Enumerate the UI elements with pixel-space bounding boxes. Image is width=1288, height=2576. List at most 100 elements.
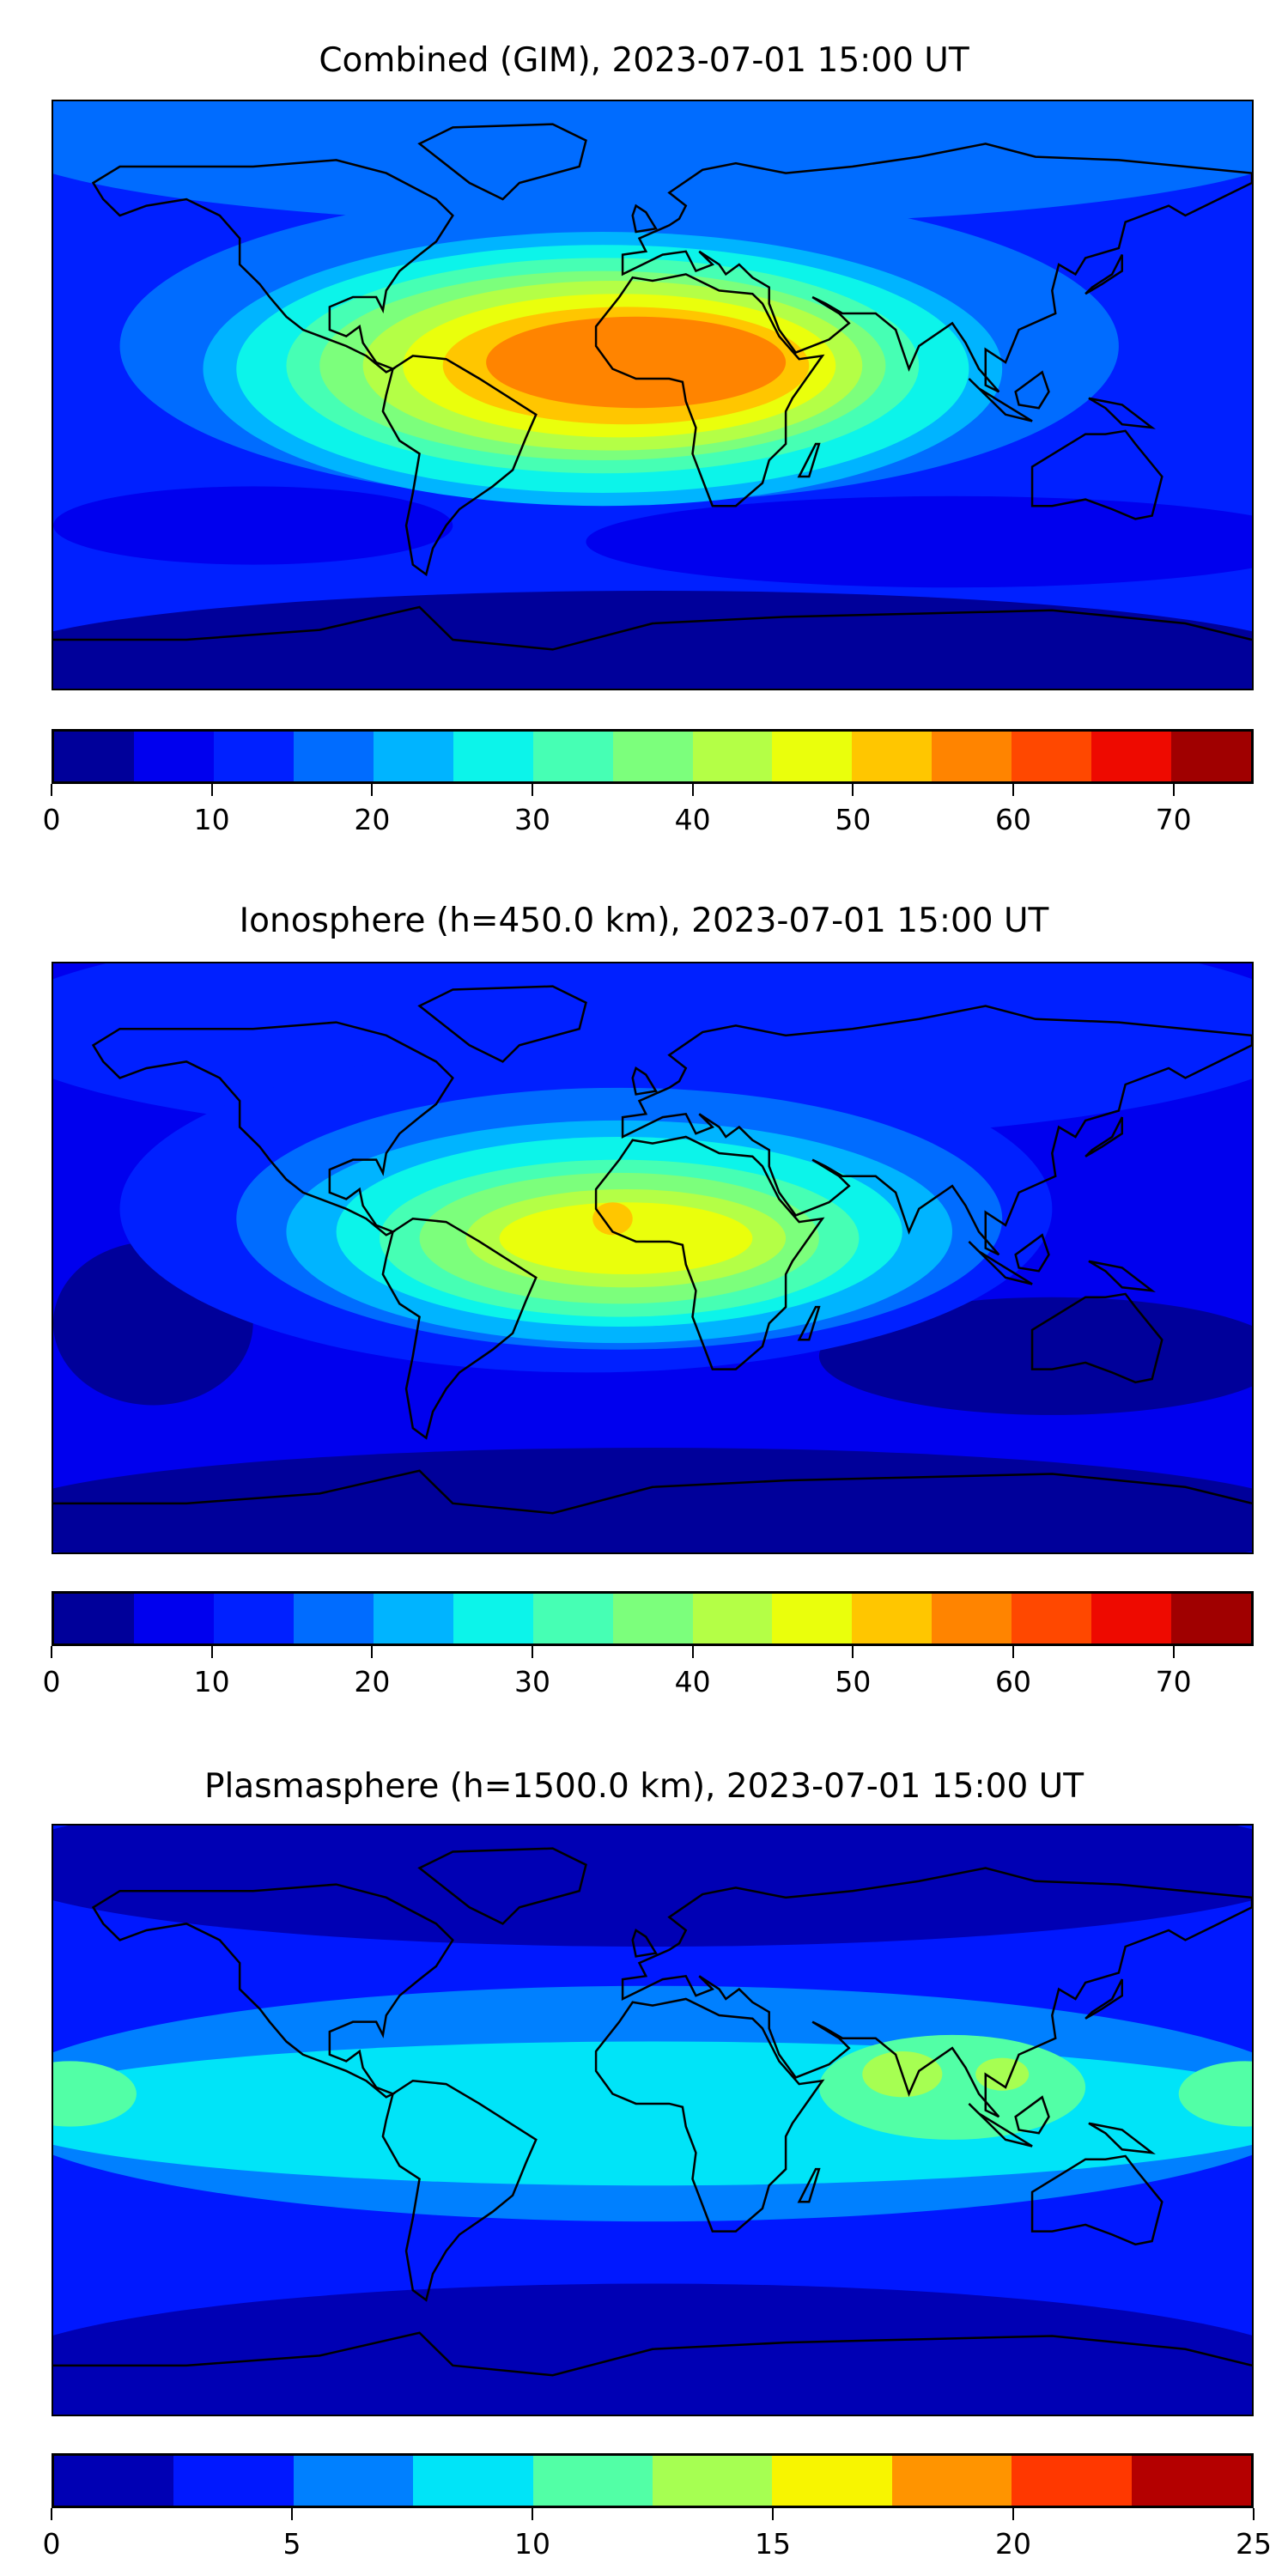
colorbar-segment <box>213 1594 294 1643</box>
coastline <box>633 1930 656 1956</box>
colorbar-tick-label: 50 <box>835 1665 872 1698</box>
colorbar-tick-label: 0 <box>42 2527 61 2561</box>
coastline <box>623 1868 1252 2117</box>
coastline-antarctica <box>53 2333 1252 2376</box>
colorbar-segment <box>891 2456 1012 2506</box>
colorbar-segment <box>852 732 933 781</box>
colorbar-tick-label: 20 <box>354 1665 391 1698</box>
coastline <box>1089 2123 1152 2153</box>
coastline <box>633 1068 656 1094</box>
colorbar-segment <box>1171 732 1252 781</box>
colorbar-tick-label: 50 <box>835 803 872 836</box>
colorbar-segment <box>453 732 533 781</box>
colorbar-tick-label: 0 <box>42 803 61 836</box>
coastline <box>596 274 823 506</box>
colorbar-tick <box>1012 784 1014 796</box>
colorbar-tick <box>51 784 52 796</box>
map-ionosphere <box>52 962 1254 1554</box>
coastline <box>1085 1117 1122 1157</box>
colorbar-segment <box>54 2456 174 2506</box>
coastline <box>94 1885 453 2098</box>
coastline <box>94 160 453 372</box>
colorbar-tick-label: 40 <box>674 1665 711 1698</box>
colorbar-segment <box>532 1594 613 1643</box>
coastline <box>1085 255 1122 295</box>
colorbar-segment <box>373 732 453 781</box>
colorbar-tick-label: 5 <box>283 2527 301 2561</box>
coastline <box>623 143 1252 392</box>
colorbar-segment <box>133 732 214 781</box>
colorbar-tick <box>852 784 854 796</box>
contour-region <box>818 1297 1252 1415</box>
contour-region <box>486 316 787 409</box>
coastline <box>1032 1294 1162 1382</box>
contour-region <box>53 486 453 565</box>
colorbar-tick-label: 15 <box>755 2527 791 2561</box>
contour-region <box>53 1448 1252 1552</box>
colorbar-tick <box>691 784 694 796</box>
colorbar-segment <box>692 732 773 781</box>
contour-region <box>53 591 1252 689</box>
coastline <box>383 2081 536 2300</box>
coastline <box>420 987 586 1062</box>
colorbar-segment <box>772 732 853 781</box>
coastline <box>94 1023 453 1236</box>
colorbar-plasmasphere <box>52 2453 1254 2508</box>
contour-region <box>53 2041 1252 2186</box>
colorbar-tick-label: 0 <box>42 1665 61 1698</box>
colorbar-tick <box>51 1646 52 1658</box>
colorbar-tick-label: 40 <box>674 803 711 836</box>
colorbar-tick <box>691 1646 694 1658</box>
colorbar-tick-label: 30 <box>514 803 550 836</box>
colorbar-segment <box>1171 1594 1252 1643</box>
contour-region <box>53 101 1252 226</box>
coastline <box>799 1307 819 1340</box>
colorbar-ticks-combined: 0 10 20 30 40 50 60 70 <box>43 784 1254 853</box>
panel-title-combined: Combined (GIM), 2023-07-01 15:00 UT <box>319 41 969 80</box>
colorbar-segment <box>54 732 134 781</box>
coastline <box>383 355 536 574</box>
colorbar-segment <box>293 732 374 781</box>
contour-region <box>586 495 1252 588</box>
colorbar-tick-label: 20 <box>354 803 391 836</box>
contour-region <box>53 1826 1252 1947</box>
colorbar-segment <box>852 1594 933 1643</box>
colorbar-segment <box>772 2456 892 2506</box>
colorbar-ticks-plasmasphere: 0 5 10 15 20 25 <box>43 2508 1272 2576</box>
colorbar-tick <box>371 784 374 796</box>
coastline <box>596 1137 823 1370</box>
colorbar-segment <box>133 1594 214 1643</box>
map-combined <box>52 100 1254 690</box>
panel-title-plasmasphere: Plasmasphere (h=1500.0 km), 2023-07-01 1… <box>204 1767 1084 1806</box>
contour-region <box>592 1202 633 1236</box>
colorbar-tick <box>1172 784 1175 796</box>
coastline <box>633 206 656 232</box>
coastline <box>1085 1979 1122 2019</box>
colorbar-segment <box>1131 2456 1252 2506</box>
coastline <box>1089 1261 1152 1291</box>
coastline <box>799 2169 819 2202</box>
coastline <box>1089 398 1152 428</box>
colorbar-segment <box>293 2456 414 2506</box>
colorbar-tick <box>210 784 213 796</box>
coastline <box>1032 431 1162 519</box>
colorbar-tick-label: 10 <box>514 2527 550 2561</box>
coastline <box>420 125 586 199</box>
colorbar-tick-label: 70 <box>1155 803 1192 836</box>
coastline <box>623 1006 1252 1255</box>
colorbar-segment <box>1091 1594 1172 1643</box>
colorbar-segment <box>532 2456 653 2506</box>
colorbar-tick-label: 20 <box>995 2527 1031 2561</box>
colorbar-segment <box>772 1594 853 1643</box>
colorbar-segment <box>532 732 613 781</box>
colorbar-tick <box>210 1646 213 1658</box>
coastline <box>969 379 1032 421</box>
contour-region <box>975 2057 1030 2091</box>
coastline <box>1016 372 1049 408</box>
coastline <box>1032 2156 1162 2245</box>
colorbar-segment <box>453 1594 533 1643</box>
colorbar-segment <box>413 2456 533 2506</box>
colorbar-tick <box>852 1646 854 1658</box>
contour-region <box>1178 2061 1252 2127</box>
colorbar-segment <box>1012 2456 1132 2506</box>
